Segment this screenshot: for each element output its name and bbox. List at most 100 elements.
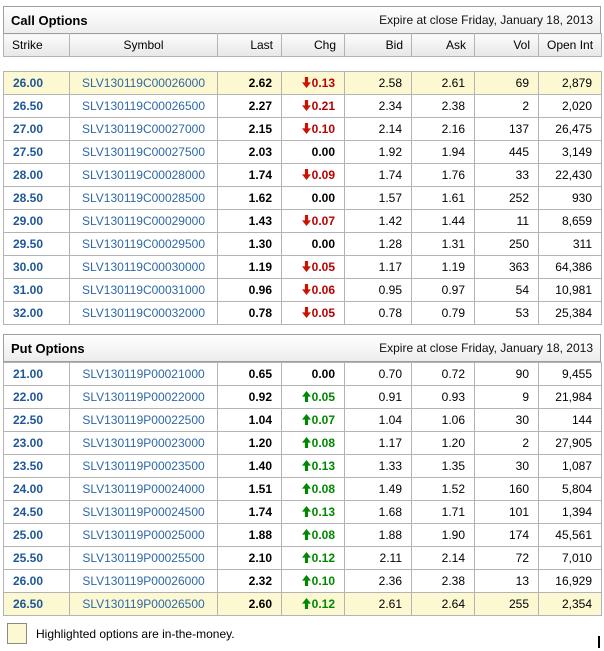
symbol-link[interactable]: SLV130119C00029500 (82, 237, 205, 251)
last-price: 0.92 (217, 385, 282, 409)
ask-price: 1.61 (411, 186, 475, 210)
symbol-link[interactable]: SLV130119P00023000 (82, 436, 205, 450)
change-cell: 0.05 (281, 301, 345, 325)
symbol-cell: SLV130119P00023500 (69, 454, 218, 478)
strike-link[interactable]: 30.00 (13, 260, 44, 274)
symbol-link[interactable]: SLV130119C00026000 (82, 76, 205, 90)
volume: 30 (474, 454, 539, 478)
volume: 69 (474, 71, 539, 95)
symbol-link[interactable]: SLV130119C00028500 (82, 191, 205, 205)
strike-link[interactable]: 22.00 (13, 390, 44, 404)
strike-link[interactable]: 27.00 (13, 122, 44, 136)
change-cell: 0.13 (281, 500, 345, 524)
symbol-link[interactable]: SLV130119P00025000 (82, 528, 205, 542)
symbol-cell: SLV130119P00021000 (69, 362, 218, 386)
put-options-title: Put Options (11, 340, 85, 356)
strike-link[interactable]: 21.00 (13, 367, 44, 381)
change-arrow-icon (301, 123, 311, 134)
change-cell: 0.10 (281, 117, 345, 141)
strike-link[interactable]: 25.00 (13, 528, 44, 542)
strike-link[interactable]: 28.50 (13, 191, 44, 205)
strike-link[interactable]: 28.00 (13, 168, 44, 182)
symbol-link[interactable]: SLV130119P00026000 (82, 574, 205, 588)
column-header-symbol: Symbol (69, 33, 218, 57)
symbol-link[interactable]: SLV130119C00029000 (82, 214, 205, 228)
option-row: 25.00 SLV130119P00025000 1.88 0.08 1.88 … (3, 523, 602, 547)
symbol-cell: SLV130119P00025000 (69, 523, 218, 547)
symbol-link[interactable]: SLV130119P00022500 (82, 413, 205, 427)
strike-link[interactable]: 23.00 (13, 436, 44, 450)
last-price: 0.65 (217, 362, 282, 386)
strike-link[interactable]: 25.50 (13, 551, 44, 565)
volume: 2 (474, 94, 539, 118)
strike-link[interactable]: 26.50 (13, 99, 44, 113)
symbol-cell: SLV130119P00025500 (69, 546, 218, 570)
symbol-link[interactable]: SLV130119P00024500 (82, 505, 205, 519)
symbol-link[interactable]: SLV130119P00024000 (82, 482, 205, 496)
symbol-cell: SLV130119C00028000 (69, 163, 218, 187)
strike-link[interactable]: 29.00 (13, 214, 44, 228)
strike-cell: 23.00 (3, 431, 70, 455)
symbol-link[interactable]: SLV130119P00025500 (82, 551, 205, 565)
symbol-link[interactable]: SLV130119P00023500 (82, 459, 205, 473)
bid-price: 2.14 (344, 117, 412, 141)
symbol-link[interactable]: SLV130119C00026500 (82, 99, 205, 113)
open-interest: 45,561 (538, 523, 602, 547)
in-the-money-swatch (7, 623, 27, 644)
symbol-link[interactable]: SLV130119P00021000 (82, 367, 205, 381)
symbol-cell: SLV130119P00024500 (69, 500, 218, 524)
change-value: 0.05 (311, 390, 335, 404)
call-options-header-bar: Call Options Expire at close Friday, Jan… (3, 6, 601, 34)
volume: 33 (474, 163, 539, 187)
change-cell: 0.07 (281, 408, 345, 432)
last-price: 0.78 (217, 301, 282, 325)
strike-link[interactable]: 27.50 (13, 145, 44, 159)
strike-link[interactable]: 24.50 (13, 505, 44, 519)
column-header-bid: Bid (344, 33, 412, 57)
bid-price: 1.04 (344, 408, 412, 432)
open-interest: 10,981 (538, 278, 602, 302)
option-row: 26.00 SLV130119P00026000 2.32 0.10 2.36 … (3, 569, 602, 593)
strike-link[interactable]: 26.00 (13, 574, 44, 588)
open-interest: 21,984 (538, 385, 602, 409)
symbol-link[interactable]: SLV130119C00027500 (82, 145, 205, 159)
symbol-link[interactable]: SLV130119P00022000 (82, 390, 205, 404)
symbol-link[interactable]: SLV130119C00030000 (82, 260, 205, 274)
strike-link[interactable]: 22.50 (13, 413, 44, 427)
open-interest: 26,475 (538, 117, 602, 141)
put-options-table: 21.00 SLV130119P00021000 0.65 0.00 0.70 … (3, 362, 602, 616)
change-arrow-icon (301, 414, 311, 425)
strike-link[interactable]: 32.00 (13, 306, 44, 320)
strike-cell: 26.50 (3, 592, 70, 616)
last-price: 1.43 (217, 209, 282, 233)
strike-cell: 23.50 (3, 454, 70, 478)
bid-price: 2.36 (344, 569, 412, 593)
last-price: 1.20 (217, 431, 282, 455)
strike-link[interactable]: 29.50 (13, 237, 44, 251)
symbol-link[interactable]: SLV130119C00032000 (82, 306, 205, 320)
last-price: 1.40 (217, 454, 282, 478)
bid-price: 2.34 (344, 94, 412, 118)
symbol-link[interactable]: SLV130119C00028000 (82, 168, 205, 182)
strike-link[interactable]: 24.00 (13, 482, 44, 496)
change-arrow-icon (301, 169, 311, 180)
strike-cell: 21.00 (3, 362, 70, 386)
strike-cell: 25.50 (3, 546, 70, 570)
symbol-cell: SLV130119C00029500 (69, 232, 218, 256)
strike-link[interactable]: 31.00 (13, 283, 44, 297)
strike-cell: 26.00 (3, 71, 70, 95)
last-price: 2.62 (217, 71, 282, 95)
strike-link[interactable]: 26.50 (13, 597, 44, 611)
change-arrow-icon (301, 575, 311, 586)
symbol-link[interactable]: SLV130119P00026500 (82, 597, 205, 611)
symbol-link[interactable]: SLV130119C00027000 (82, 122, 205, 136)
change-value: 0.10 (311, 574, 335, 588)
option-row: 27.50 SLV130119C00027500 2.03 0.00 1.92 … (3, 140, 602, 164)
strike-link[interactable]: 23.50 (13, 459, 44, 473)
volume: 11 (474, 209, 539, 233)
call-options-title: Call Options (11, 12, 88, 28)
strike-link[interactable]: 26.00 (13, 76, 44, 90)
symbol-link[interactable]: SLV130119C00031000 (82, 283, 205, 297)
open-interest: 144 (538, 408, 602, 432)
last-price: 2.15 (217, 117, 282, 141)
